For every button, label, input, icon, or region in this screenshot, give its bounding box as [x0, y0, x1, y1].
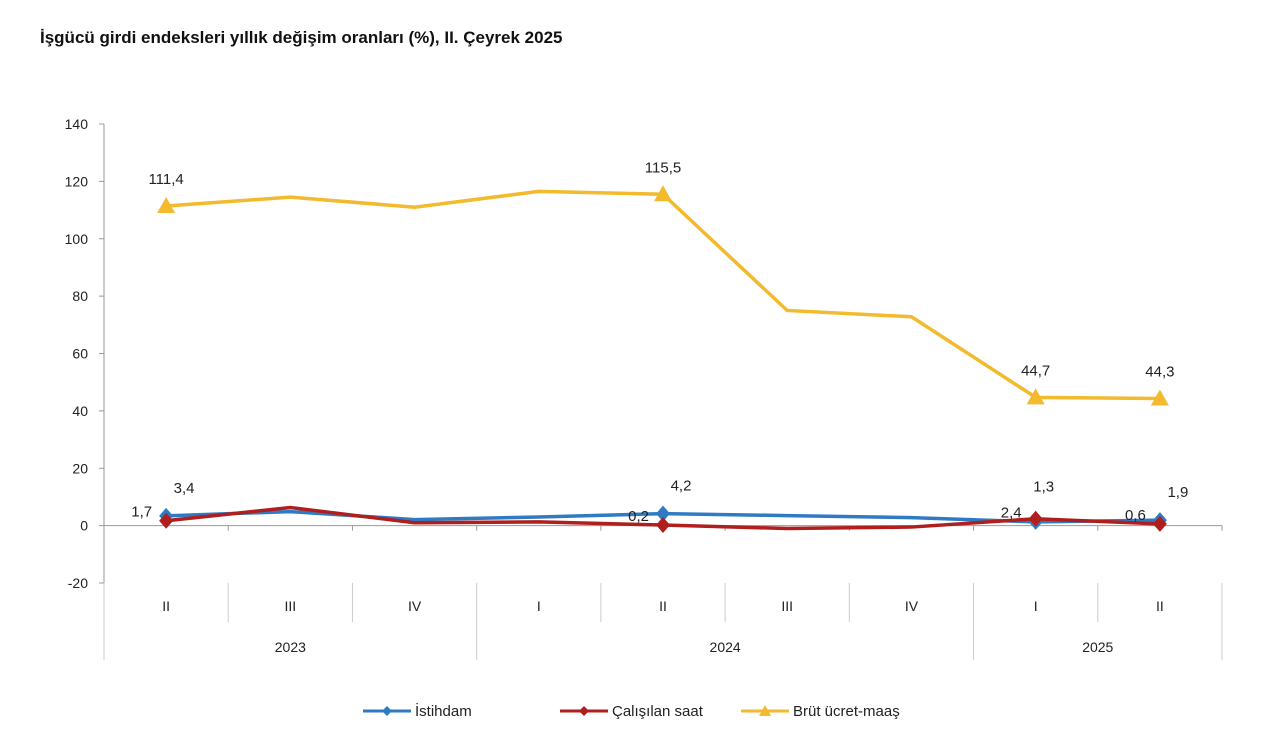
legend-marker	[579, 706, 589, 716]
data-label: 2,4	[1001, 505, 1022, 522]
legend-marker	[382, 706, 392, 716]
data-label: 3,4	[174, 480, 195, 497]
data-point	[1026, 388, 1045, 405]
data-point	[656, 505, 670, 522]
legend-label: Çalışılan saat	[612, 703, 704, 720]
quarter-label: I	[537, 598, 541, 614]
year-label: 2023	[275, 639, 306, 655]
data-label: 44,3	[1145, 364, 1174, 381]
data-label: 1,3	[1033, 479, 1054, 496]
year-label: 2025	[1082, 639, 1113, 655]
data-label: 0,6	[1125, 507, 1146, 524]
data-label: 0,2	[628, 508, 649, 525]
data-label: 44,7	[1021, 362, 1050, 379]
data-point	[656, 517, 670, 534]
y-tick-label: 140	[65, 116, 89, 132]
data-point	[654, 185, 672, 202]
data-label: 111,4	[148, 171, 183, 188]
year-label: 2024	[710, 639, 741, 655]
quarter-label: II	[659, 598, 667, 614]
data-point	[1028, 510, 1043, 527]
y-tick-label: 20	[72, 460, 88, 476]
y-tick-label: -20	[68, 575, 88, 591]
quarter-label: II	[162, 598, 170, 614]
legend-label: İstihdam	[415, 702, 472, 720]
chart-title: İşgücü girdi endeksleri yıllık değişim o…	[40, 28, 563, 47]
data-point	[159, 512, 174, 529]
data-point	[157, 197, 176, 214]
quarter-label: II	[1156, 598, 1164, 614]
legend-marker	[759, 705, 771, 716]
y-tick-label: 60	[72, 346, 88, 362]
quarter-label: IV	[905, 598, 919, 614]
y-tick-label: 100	[65, 231, 89, 247]
data-label: 4,2	[671, 478, 692, 495]
quarter-label: III	[284, 598, 296, 614]
data-label: 1,9	[1167, 484, 1188, 501]
legend-label: Brüt ücret-maaş	[793, 703, 900, 720]
quarter-label: IV	[408, 598, 422, 614]
data-label: 1,7	[131, 504, 152, 521]
y-tick-label: 40	[72, 403, 88, 419]
series-line-2	[165, 189, 1160, 401]
data-point	[1152, 515, 1167, 532]
y-tick-label: 0	[80, 518, 88, 534]
y-tick-label: 120	[65, 173, 89, 189]
data-label: 115,5	[645, 159, 681, 176]
y-tick-label: 80	[72, 288, 88, 304]
quarter-label: III	[781, 598, 793, 614]
data-point	[1150, 389, 1169, 406]
quarter-label: I	[1034, 598, 1038, 614]
